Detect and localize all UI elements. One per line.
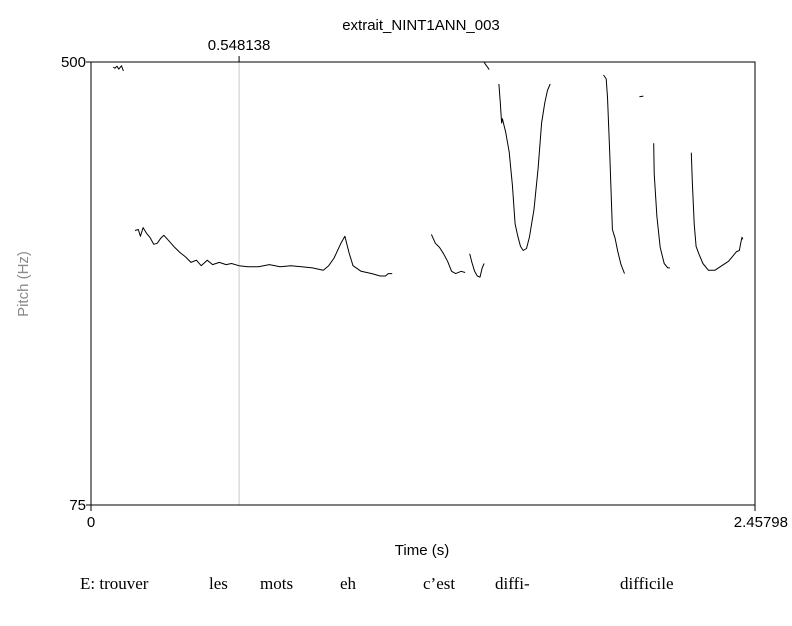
chart-title: extrait_NINT1ANN_003: [342, 17, 500, 34]
pitch-contour-segment: [430, 234, 466, 275]
x-tick-label-max: 2.45798: [734, 514, 788, 531]
pitch-contour-segment: [134, 227, 393, 277]
pitch-contour-segment: [690, 152, 744, 271]
plot-frame: [90, 61, 756, 506]
pitch-contour-segment: [469, 253, 485, 278]
pitch-contour-segment: [653, 143, 670, 269]
pitch-contour-segment: [639, 95, 644, 98]
pitch-contour-segment: [603, 74, 625, 274]
y-tick-label-max: 500: [61, 54, 86, 71]
pitch-contour-segment: [498, 83, 551, 251]
y-axis-label: Pitch (Hz): [15, 251, 32, 317]
y-tick-label-min: 75: [69, 497, 86, 514]
x-tick-label-min: 0: [87, 514, 95, 531]
cursor-time-label: 0.548138: [208, 37, 271, 54]
x-axis-label: Time (s): [395, 542, 449, 559]
pitch-contour-segment: [112, 65, 124, 72]
pitch-contour-segment: [483, 61, 490, 70]
